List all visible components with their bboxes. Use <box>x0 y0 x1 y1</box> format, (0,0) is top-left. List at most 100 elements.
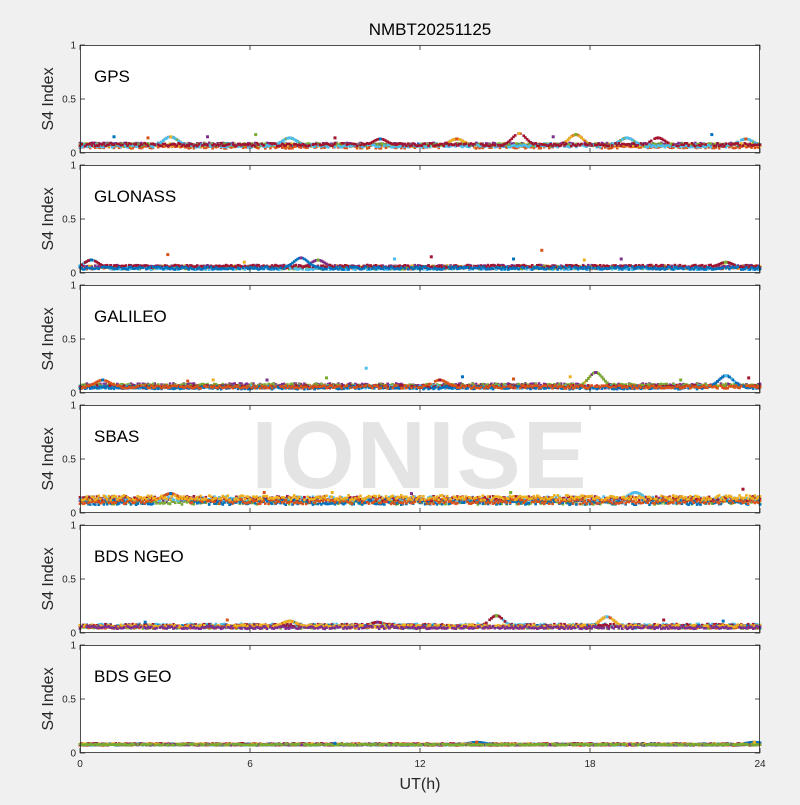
data-point <box>317 259 320 262</box>
data-point <box>570 268 573 271</box>
data-point <box>492 267 495 270</box>
data-point <box>583 259 586 262</box>
data-point <box>460 143 463 146</box>
data-point <box>254 145 257 148</box>
data-point <box>609 266 612 269</box>
data-point <box>657 136 660 139</box>
data-point <box>262 144 265 147</box>
data-point <box>580 143 583 146</box>
panel-label: GPS <box>94 67 130 86</box>
data-point <box>152 146 155 149</box>
data-point <box>140 143 143 146</box>
data-point <box>682 268 685 271</box>
data-point <box>582 138 585 141</box>
data-point <box>633 142 636 145</box>
y-tick-label: 0 <box>70 149 76 160</box>
y-tick-label: 1 <box>70 41 76 52</box>
data-point <box>334 136 337 139</box>
data-point <box>641 144 644 147</box>
data-point <box>206 135 209 138</box>
data-point <box>92 142 95 145</box>
data-point <box>239 268 242 271</box>
data-point <box>473 143 476 146</box>
data-point <box>378 146 381 149</box>
panel-label: GLONASS <box>94 187 176 206</box>
data-point <box>560 267 563 270</box>
data-point <box>540 249 543 252</box>
y-tick-label: 0.5 <box>62 215 76 226</box>
data-point <box>403 264 406 267</box>
data-point <box>552 135 555 138</box>
data-point <box>193 268 196 271</box>
data-point <box>242 266 245 269</box>
y-tick-label: 0.5 <box>62 95 76 106</box>
data-point <box>466 266 469 269</box>
data-point <box>725 261 728 264</box>
data-point <box>347 143 350 146</box>
data-point <box>198 143 201 146</box>
data-point <box>628 268 631 271</box>
data-point <box>620 258 623 261</box>
data-point <box>257 264 260 267</box>
data-point <box>364 265 367 268</box>
data-point <box>645 142 648 145</box>
data-point <box>121 144 124 147</box>
data-point <box>276 268 279 271</box>
data-point <box>592 267 595 270</box>
data-point <box>626 266 629 269</box>
data-point <box>667 142 670 145</box>
data-point <box>206 266 209 269</box>
data-point <box>494 144 497 147</box>
data-point <box>296 140 299 143</box>
data-point <box>478 265 481 268</box>
data-point <box>308 144 311 147</box>
data-point <box>379 138 382 141</box>
plot-area <box>80 285 760 393</box>
y-axis-label: S4 Index <box>40 187 57 250</box>
data-point <box>368 267 371 270</box>
data-point <box>669 145 672 148</box>
data-point <box>135 143 138 146</box>
data-point <box>631 139 634 142</box>
data-point <box>295 264 298 267</box>
y-tick-label: 1 <box>70 161 76 172</box>
data-point <box>220 142 223 145</box>
data-point <box>687 144 690 147</box>
data-point <box>113 135 116 138</box>
data-point <box>611 144 614 147</box>
data-point <box>694 145 697 148</box>
data-point <box>327 146 330 149</box>
plot-area <box>80 165 760 273</box>
data-point <box>118 266 121 269</box>
data-point <box>443 267 446 270</box>
data-point <box>290 144 293 147</box>
data-point <box>325 268 328 271</box>
data-point <box>565 142 568 145</box>
data-point <box>553 266 556 269</box>
data-point <box>759 144 762 147</box>
data-point <box>512 258 515 261</box>
data-point <box>636 144 639 147</box>
data-point <box>147 144 150 147</box>
data-point <box>176 145 179 148</box>
data-point <box>526 266 529 269</box>
data-point <box>354 269 357 272</box>
data-point <box>517 268 520 271</box>
data-point <box>539 147 542 150</box>
data-point <box>383 144 386 147</box>
data-point <box>334 142 337 145</box>
data-point <box>430 255 433 258</box>
data-point <box>630 145 633 148</box>
data-point <box>465 142 468 145</box>
data-point <box>142 267 145 270</box>
data-point <box>90 259 93 262</box>
data-point <box>672 268 675 271</box>
data-point <box>679 264 682 267</box>
data-point <box>514 134 517 137</box>
data-point <box>607 144 610 147</box>
data-point <box>725 142 728 145</box>
data-point <box>518 132 521 135</box>
